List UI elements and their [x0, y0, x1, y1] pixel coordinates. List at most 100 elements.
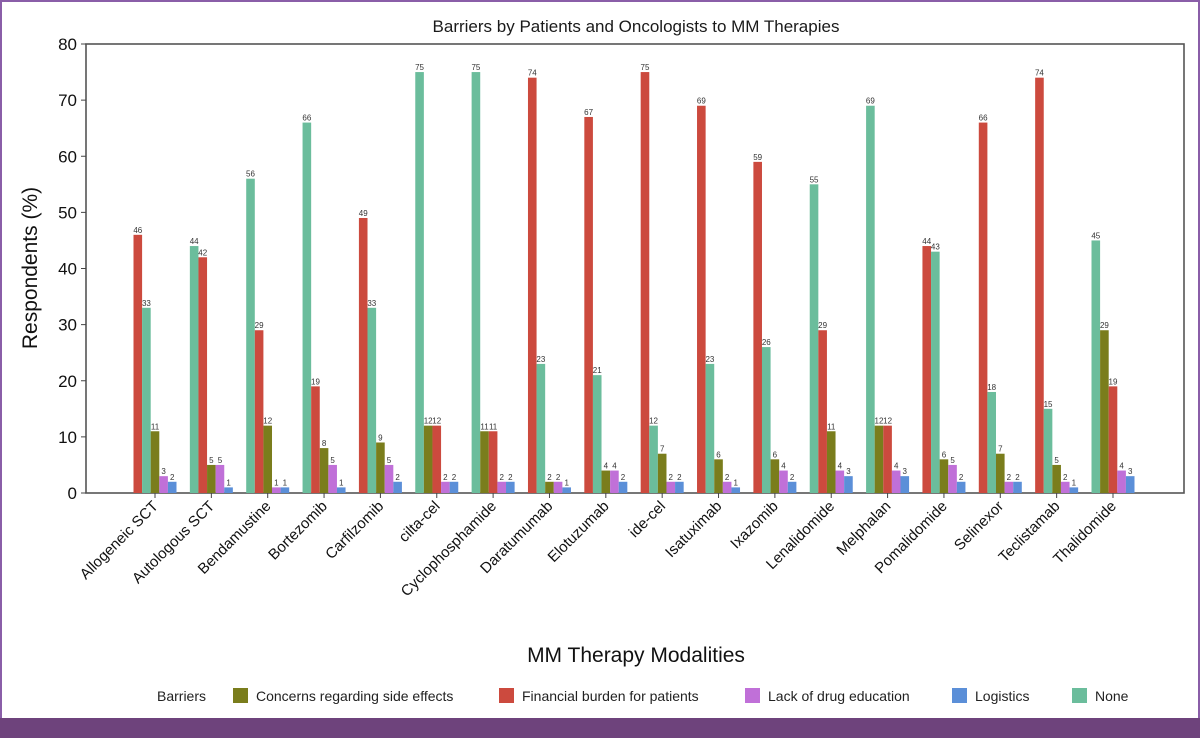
legend-swatch-logistics [952, 688, 967, 703]
bar-cyclophosphamide-financial-burden-for-patients [488, 431, 498, 493]
bar-selinexor-lack-of-drug-education [1004, 481, 1014, 493]
bar-daratumumab-concerns-regarding-side-effects [545, 481, 554, 493]
data-label: 18 [987, 383, 996, 392]
bar-bortezomib-lack-of-drug-education [328, 464, 337, 493]
data-label: 46 [133, 226, 142, 235]
x-tick-label: Selinexor [951, 498, 1007, 554]
data-label: 5 [1054, 456, 1059, 465]
data-label: 2 [1063, 473, 1068, 482]
data-label: 9 [378, 433, 383, 442]
bar-cyclophosphamide-logistics [506, 481, 515, 493]
bar-teclistamab-concerns-regarding-side-effects [1052, 464, 1061, 493]
bar-ide-cel-financial-burden-for-patients [640, 72, 650, 493]
data-label: 3 [161, 467, 166, 476]
data-label: 26 [762, 338, 771, 347]
bar-ide-cel-lack-of-drug-education [666, 481, 676, 493]
data-label: 4 [1119, 462, 1124, 471]
data-label: 55 [810, 175, 819, 184]
bar-melphalan-none [866, 105, 875, 494]
data-label: 2 [959, 473, 964, 482]
bar-ide-cel-logistics [675, 481, 684, 493]
data-label: 4 [781, 462, 786, 471]
bar-cilta-cel-financial-burden-for-patients [432, 425, 442, 493]
bar-teclistamab-none [1043, 408, 1053, 493]
data-label: 66 [979, 114, 988, 123]
bar-cyclophosphamide-lack-of-drug-education [497, 481, 507, 493]
bar-melphalan-financial-burden-for-patients [883, 425, 892, 493]
legend-swatch-concerns-regarding-side-effects [233, 688, 248, 703]
bar-isatuximab-lack-of-drug-education [722, 481, 732, 493]
bar-elotuzumab-concerns-regarding-side-effects [601, 470, 611, 493]
bar-ide-cel-concerns-regarding-side-effects [657, 453, 667, 493]
data-label: 4 [612, 462, 617, 471]
data-label: 8 [322, 439, 327, 448]
data-label: 19 [311, 377, 320, 386]
bar-bendamustine-none [246, 178, 255, 493]
bar-pomalidomide-none [931, 251, 940, 493]
bar-daratumumab-logistics [562, 487, 571, 493]
bar-ide-cel-none [649, 425, 658, 493]
data-label: 44 [922, 237, 931, 246]
bar-autologous-sct-lack-of-drug-education [215, 464, 225, 493]
bar-allogeneic-sct-concerns-regarding-side-effects [150, 431, 160, 493]
data-label: 1 [339, 478, 344, 487]
bar-pomalidomide-financial-burden-for-patients [922, 246, 932, 493]
x-tick-label: ide-cel [626, 498, 669, 541]
data-label: 5 [218, 456, 223, 465]
bar-isatuximab-none [705, 363, 715, 493]
data-label: 1 [274, 478, 279, 487]
bar-pomalidomide-lack-of-drug-education [948, 464, 957, 493]
bar-allogeneic-sct-none [142, 307, 151, 493]
data-label: 12 [875, 417, 884, 426]
data-label: 11 [827, 422, 836, 431]
data-label: 12 [263, 417, 272, 426]
data-label: 23 [705, 355, 714, 364]
bar-allogeneic-sct-financial-burden-for-patients [133, 234, 143, 493]
bar-teclistamab-lack-of-drug-education [1060, 481, 1070, 493]
data-label: 15 [1044, 400, 1053, 409]
bars [133, 72, 1135, 494]
bar-pomalidomide-logistics [956, 481, 966, 493]
data-label: 2 [621, 473, 626, 482]
legend-swatch-lack-of-drug-education [745, 688, 760, 703]
footer-band [0, 718, 1200, 738]
data-label: 12 [432, 417, 441, 426]
data-label: 5 [209, 456, 214, 465]
y-tick-label: 30 [58, 316, 77, 335]
chart-title: Barriers by Patients and Oncologists to … [433, 17, 840, 36]
data-label: 1 [734, 478, 739, 487]
legend-label: Concerns regarding side effects [256, 688, 453, 704]
bar-lenalidomide-none [809, 184, 819, 493]
data-label: 43 [931, 243, 940, 252]
data-label: 5 [950, 456, 955, 465]
bar-selinexor-financial-burden-for-patients [978, 122, 988, 493]
legend-label: Logistics [975, 688, 1029, 704]
data-label: 33 [142, 299, 151, 308]
data-label: 12 [649, 417, 658, 426]
bar-teclistamab-logistics [1069, 487, 1079, 493]
data-label: 2 [677, 473, 682, 482]
data-label: 2 [547, 473, 552, 482]
bar-ixazomib-logistics [787, 481, 797, 493]
data-label: 3 [903, 467, 908, 476]
bar-autologous-sct-none [189, 246, 199, 493]
data-label: 2 [443, 473, 448, 482]
data-label: 67 [584, 108, 593, 117]
bar-cilta-cel-lack-of-drug-education [441, 481, 450, 493]
data-label: 59 [753, 153, 762, 162]
bar-isatuximab-concerns-regarding-side-effects [714, 459, 723, 493]
bar-daratumumab-lack-of-drug-education [553, 481, 563, 493]
data-label: 49 [359, 209, 368, 218]
data-label: 2 [452, 473, 457, 482]
data-label: 42 [198, 248, 207, 257]
x-tick-label: Elotuzumab [545, 498, 613, 566]
bar-ixazomib-concerns-regarding-side-effects [770, 459, 780, 493]
data-label: 66 [302, 114, 311, 123]
data-label: 69 [697, 97, 706, 106]
x-tick-label: Cyclophosphamide [398, 498, 500, 600]
axes: 0 10 20 30 40 50 60 70 80 [58, 35, 1185, 503]
y-tick-label: 50 [58, 203, 77, 222]
data-label: 33 [367, 299, 376, 308]
bar-bendamustine-financial-burden-for-patients [254, 330, 264, 493]
data-label: 5 [387, 456, 392, 465]
